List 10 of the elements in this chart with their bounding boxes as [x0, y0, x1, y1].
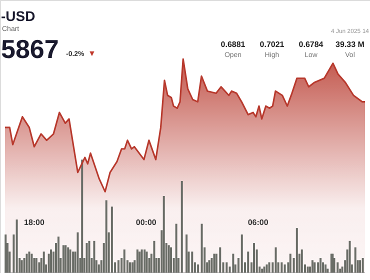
text: 39.33 M [336, 40, 365, 49]
x-tick-label: 06:00 [248, 218, 269, 227]
annotation: 5867 [1, 34, 59, 64]
text: 0.7021 [260, 40, 285, 49]
chart-title: -USD [1, 8, 36, 24]
text: ▼ [88, 49, 96, 58]
x-tick-label: 00:00 [136, 218, 157, 227]
text: 0.6784 [298, 40, 324, 49]
x-tick-label: 18:00 [24, 218, 45, 227]
text: 0.6881 [220, 40, 246, 49]
